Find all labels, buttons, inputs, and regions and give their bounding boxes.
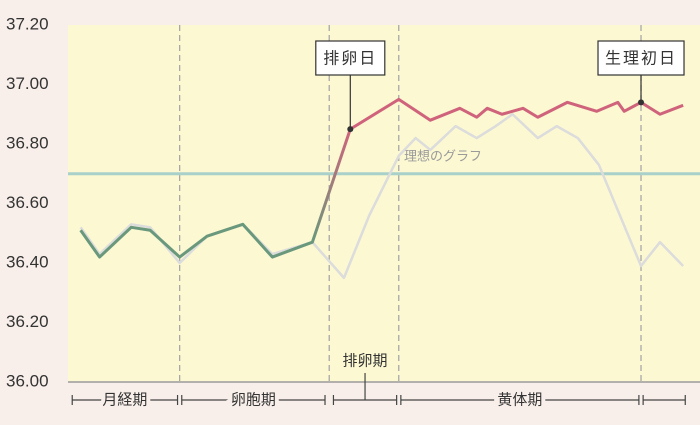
- y-tick-label: 37.00: [6, 74, 49, 93]
- phase-label: 黄体期: [497, 391, 542, 409]
- plot-area: [68, 25, 700, 382]
- y-tick-label: 36.80: [6, 133, 49, 152]
- annotation-box: [315, 40, 386, 76]
- ovulation-phase-label: 排卵期: [343, 352, 388, 370]
- y-tick-label: 36.40: [6, 252, 49, 271]
- annotation-box: [597, 40, 685, 76]
- annotation-text: 排卵日: [323, 49, 377, 68]
- y-tick-label: 36.00: [6, 371, 49, 390]
- y-tick-label: 36.20: [6, 312, 49, 331]
- phase-label: 卵胞期: [231, 391, 276, 409]
- phase-label: 月経期: [102, 391, 147, 409]
- series-line: [79, 113, 685, 280]
- series-line: [79, 97, 684, 259]
- y-tick-label: 36.60: [6, 193, 49, 212]
- annotation-dot: [347, 126, 354, 133]
- y-tick-label: 37.20: [6, 14, 49, 33]
- reference-label: 理想のグラフ: [404, 148, 482, 164]
- annotation-text: 生理初日: [605, 49, 677, 68]
- annotation-dot: [638, 99, 645, 106]
